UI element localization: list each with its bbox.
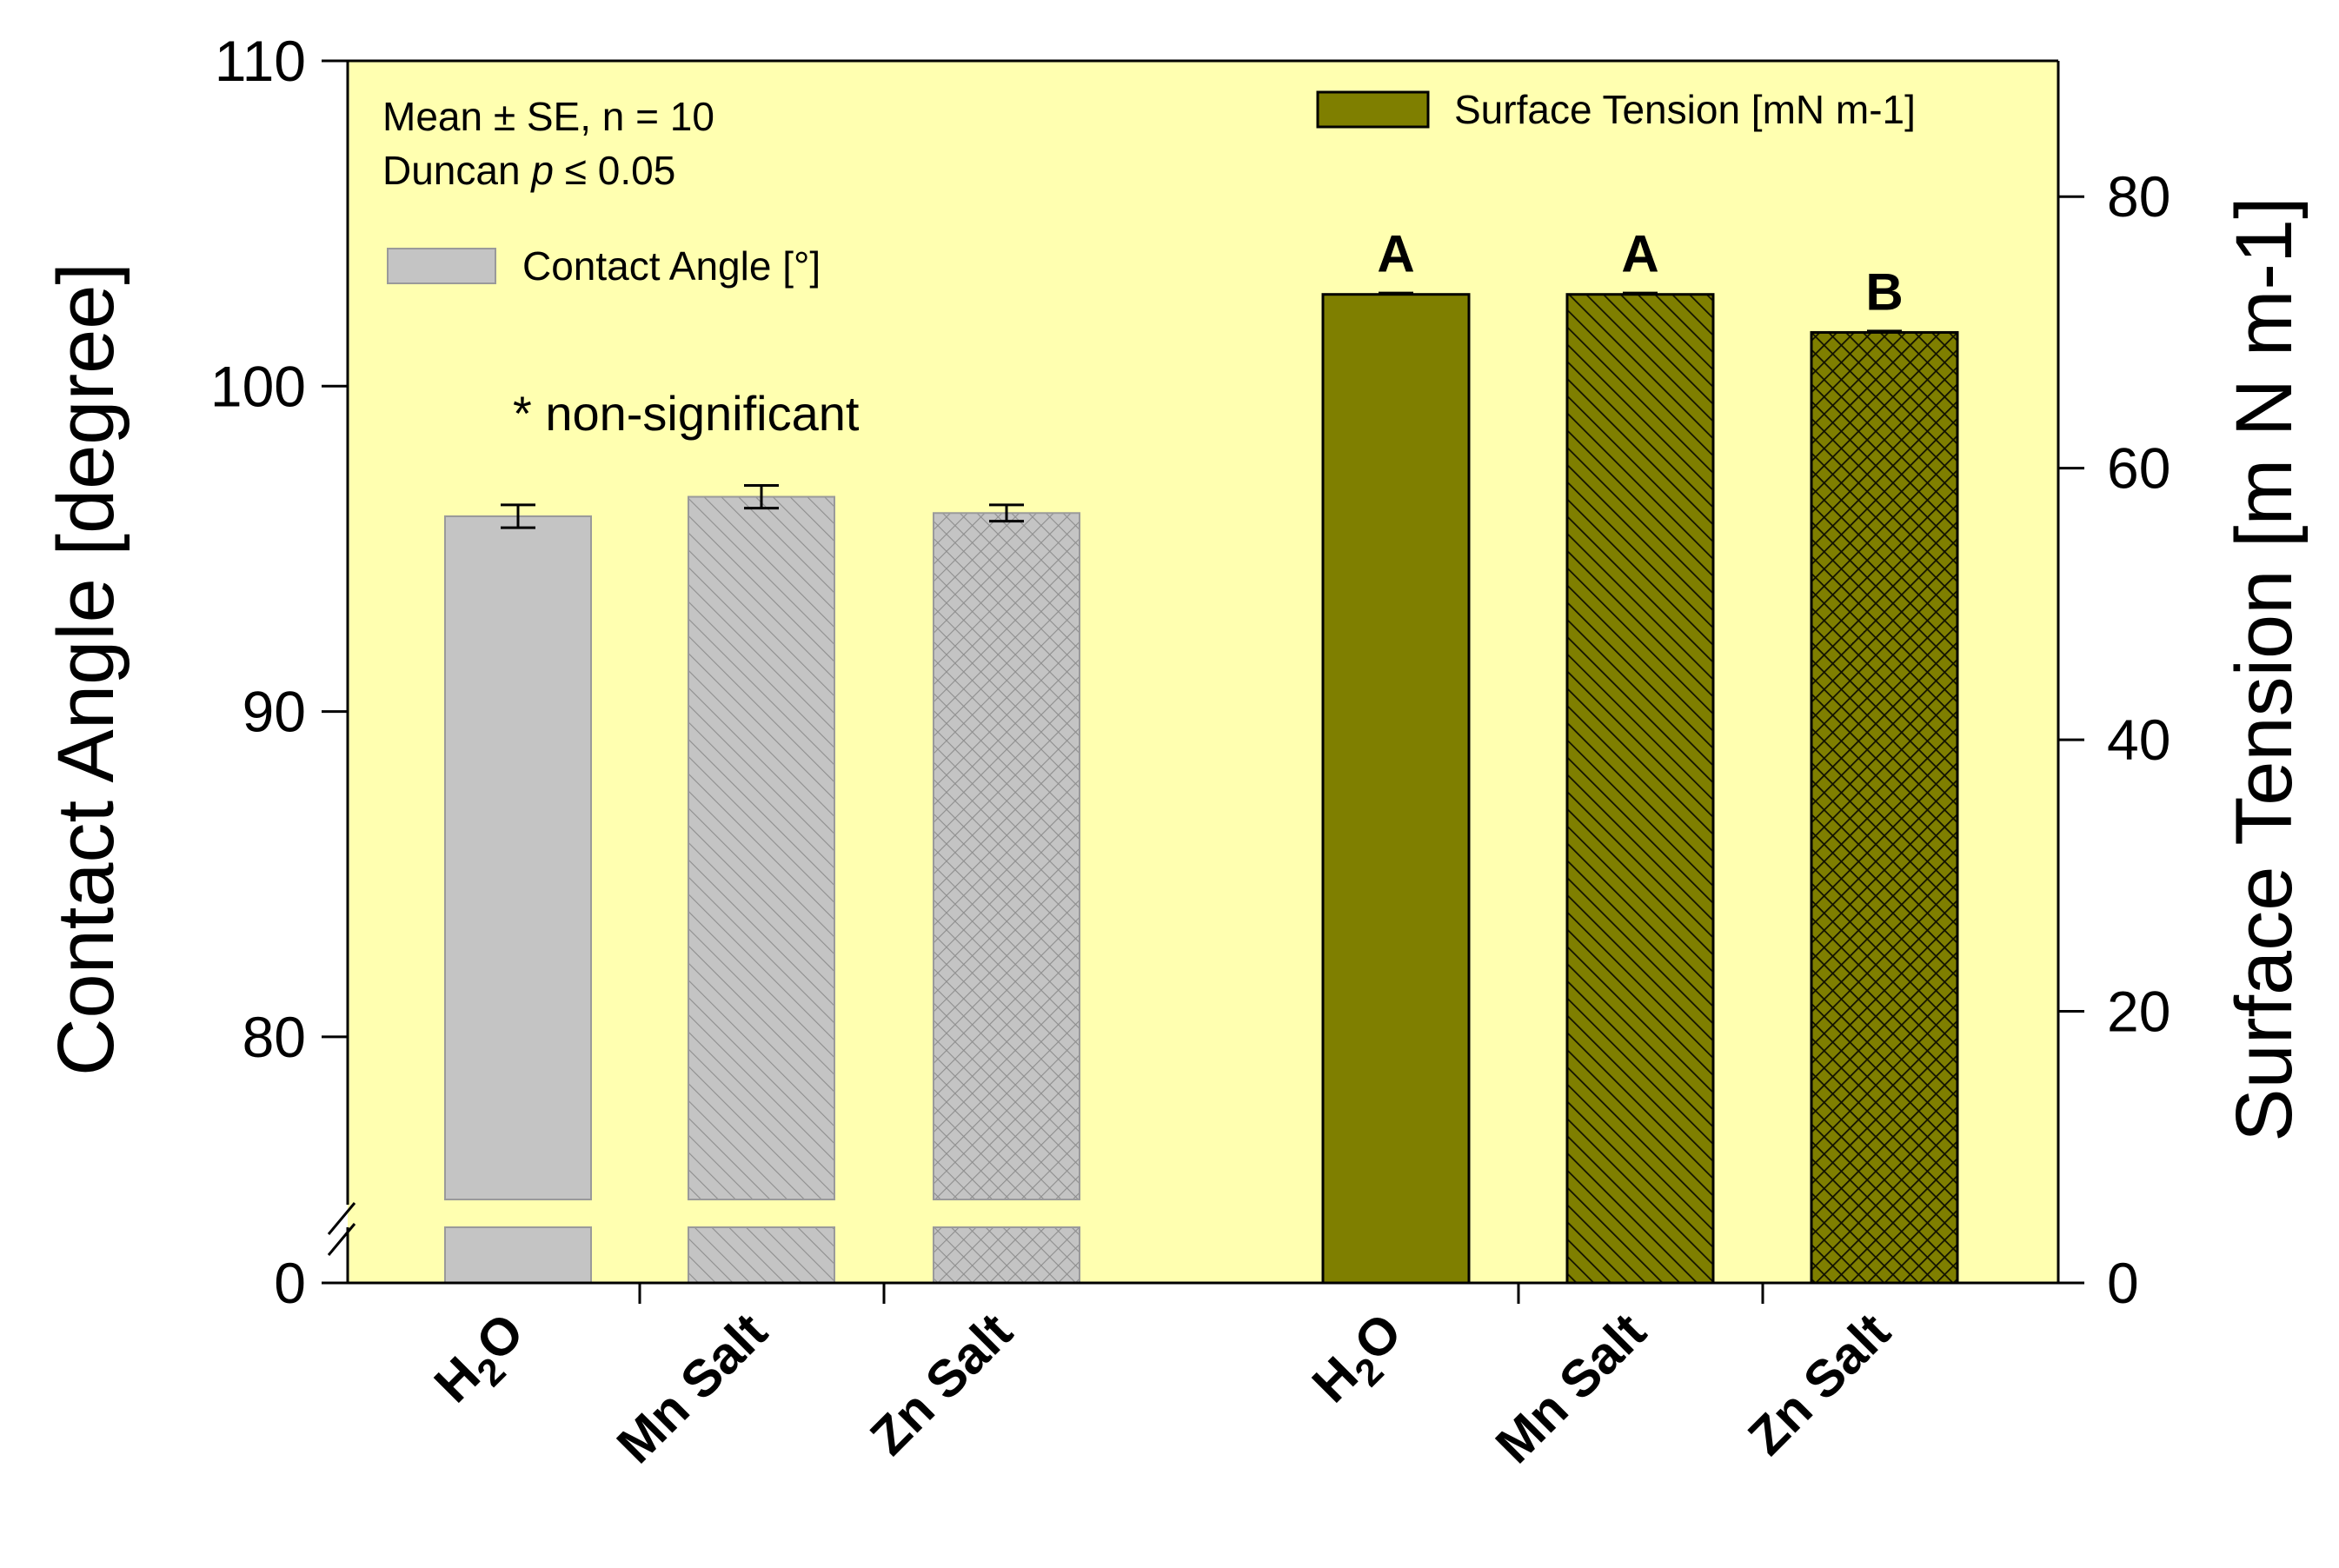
right-tick-label: 80 xyxy=(2107,164,2170,229)
stats-note-line2: Duncan p ≤ 0.05 xyxy=(382,148,675,193)
right-tick-label: 0 xyxy=(2107,1251,2139,1315)
legend-label-surface-tension: Surface Tension [mN m-1] xyxy=(1454,87,1916,132)
category-label: Mn Salt xyxy=(606,1302,778,1474)
plot-background xyxy=(348,61,2058,1283)
significance-letter: A xyxy=(1621,225,1658,283)
legend-swatch-contact-angle xyxy=(387,248,496,284)
category-label: Zn Salt xyxy=(1737,1302,1901,1466)
significance-letter: A xyxy=(1377,225,1414,283)
right-tick-label: 40 xyxy=(2107,708,2170,772)
left-tick-label: 0 xyxy=(274,1251,306,1315)
non-significant-note: * non-significant xyxy=(513,386,860,441)
category-label: H2O xyxy=(1301,1302,1421,1422)
category-label: Zn Salt xyxy=(859,1302,1023,1466)
bar-contact-angle-h2o xyxy=(444,515,592,1200)
significance-letter: B xyxy=(1865,262,1903,321)
bar-contact-angle-stub xyxy=(688,1226,835,1284)
left-axis-title: Contact Angle [degree] xyxy=(42,262,130,1076)
left-tick-label: 100 xyxy=(210,354,306,418)
category-label: H2O xyxy=(423,1302,543,1422)
bar-surface-tension-h2o xyxy=(1321,293,1471,1285)
bar-contact-angle-mn-salt xyxy=(688,495,835,1200)
bar-surface-tension-zn-salt xyxy=(1810,330,1959,1285)
bar-contact-angle-stub xyxy=(444,1226,592,1284)
category-label: Mn Salt xyxy=(1485,1302,1657,1474)
axis-break-mark xyxy=(327,1202,356,1235)
right-axis-title: Surface Tension [m N m-1] xyxy=(2220,196,2309,1141)
legend-label-contact-angle: Contact Angle [°] xyxy=(522,243,821,289)
left-tick-label: 80 xyxy=(243,1005,306,1069)
left-tick-label: 110 xyxy=(215,29,306,93)
bar-surface-tension-mn-salt xyxy=(1565,293,1715,1285)
left-tick-label: 90 xyxy=(243,680,306,744)
right-tick-label: 20 xyxy=(2107,980,2170,1044)
bar-contact-angle-zn-salt xyxy=(933,512,1080,1200)
right-tick-label: 60 xyxy=(2107,436,2170,501)
axis-break-mark xyxy=(327,1223,356,1256)
bar-contact-angle-stub xyxy=(933,1226,1080,1284)
stats-note-line1: Mean ± SE, n = 10 xyxy=(382,94,714,139)
legend-swatch-surface-tension xyxy=(1316,90,1430,129)
